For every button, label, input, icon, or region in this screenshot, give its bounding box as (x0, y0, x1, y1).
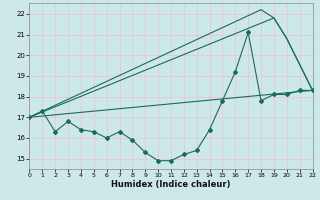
X-axis label: Humidex (Indice chaleur): Humidex (Indice chaleur) (111, 180, 231, 189)
